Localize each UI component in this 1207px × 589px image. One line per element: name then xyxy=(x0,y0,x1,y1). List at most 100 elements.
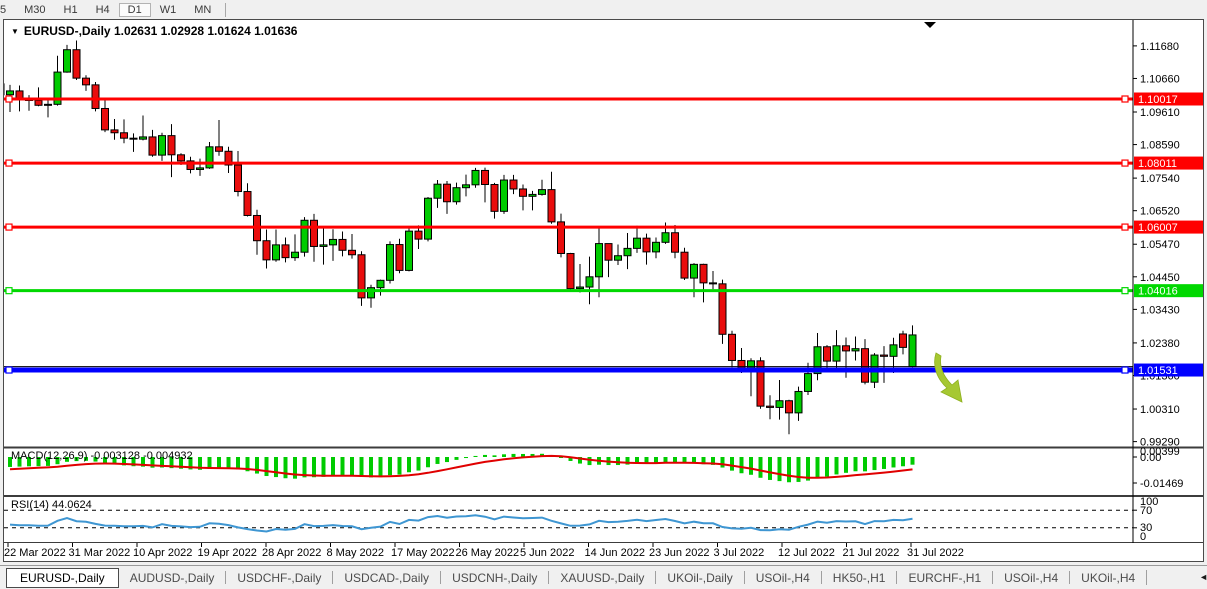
date-axis[interactable]: 22 Mar 2022 31 Mar 2022 10 Apr 2022 19 Apr … xyxy=(4,543,964,559)
hline-1.04016[interactable] xyxy=(4,287,1133,295)
tab-audusd-daily[interactable]: AUDUSD-,Daily xyxy=(129,570,215,585)
svg-text:1.10660: 1.10660 xyxy=(1140,73,1180,85)
svg-text:1.00310: 1.00310 xyxy=(1140,404,1180,416)
tab-hk50-h1[interactable]: HK50-,H1 xyxy=(832,570,886,585)
tab-xauusd-daily[interactable]: XAUUSD-,Daily xyxy=(560,570,645,585)
toolbar-separator xyxy=(225,2,227,17)
svg-text:1.05470: 1.05470 xyxy=(1140,239,1180,251)
price-axis[interactable]: 1.11680 1.10660 1.09610 1.08590 1.07540 1.065… xyxy=(1132,20,1203,543)
svg-text:1.09610: 1.09610 xyxy=(1140,107,1180,119)
price-tag-1.10017: 1.10017 xyxy=(1134,92,1203,106)
timeframe-button-H1[interactable]: H1 xyxy=(63,3,78,16)
tab-eurusd-daily[interactable]: EURUSD-,Daily xyxy=(6,567,119,588)
chart-symbol-label: EURUSD-,Daily xyxy=(23,24,111,38)
tab-usoil-h4[interactable]: USOil-,H4 xyxy=(755,570,810,585)
price-tag-1.01531: 1.01531 xyxy=(1134,363,1203,377)
svg-text:28 Apr 2022: 28 Apr 2022 xyxy=(262,547,321,559)
svg-text:23 Jun 2022: 23 Jun 2022 xyxy=(649,547,710,559)
svg-text:1.10017: 1.10017 xyxy=(1138,94,1178,106)
svg-text:1.08590: 1.08590 xyxy=(1140,140,1180,152)
svg-text:31 Jul 2022: 31 Jul 2022 xyxy=(907,547,964,559)
chart-shift-marker[interactable] xyxy=(924,22,936,28)
tabbar-separator xyxy=(1146,570,1148,585)
price-tag-1.08011: 1.08011 xyxy=(1134,156,1203,170)
sell-arrow-annotation[interactable] xyxy=(934,352,963,403)
tab-separator xyxy=(332,571,334,584)
svg-text:1.08011: 1.08011 xyxy=(1138,158,1177,170)
rsi-line xyxy=(9,514,913,533)
chart-dropdown-icon[interactable]: ▼ xyxy=(11,27,19,36)
tab-separator xyxy=(440,571,442,584)
tab-separator xyxy=(743,571,745,584)
hline-1.10017[interactable] xyxy=(4,95,1133,103)
macd-signal-line xyxy=(9,454,913,479)
svg-text:-0.01469: -0.01469 xyxy=(1140,478,1183,490)
svg-text:0.00: 0.00 xyxy=(1140,452,1161,464)
chart-canvas[interactable]: 1.11680 1.10660 1.09610 1.08590 1.07540 1.065… xyxy=(4,20,1203,561)
tab-separator xyxy=(225,571,227,584)
svg-text:10 Apr 2022: 10 Apr 2022 xyxy=(133,547,192,559)
rsi-label: RSI(14) 44.0624 xyxy=(11,499,92,511)
hline-1.08011[interactable] xyxy=(4,159,1133,167)
timeframe-toolbar: 5 M30 H1 H4 D1 W1 MN xyxy=(0,0,1207,19)
tab-usdcad-daily[interactable]: USDCAD-,Daily xyxy=(344,570,430,585)
svg-text:3 Jul 2022: 3 Jul 2022 xyxy=(714,547,765,559)
svg-text:1.07540: 1.07540 xyxy=(1140,173,1180,185)
tab-separator xyxy=(820,571,822,584)
tab-separator xyxy=(655,571,657,584)
tab-separator xyxy=(992,571,994,584)
svg-text:17 May 2022: 17 May 2022 xyxy=(391,547,455,559)
timeframe-button-W1[interactable]: W1 xyxy=(159,3,177,16)
hline-1.06007[interactable] xyxy=(4,223,1133,231)
svg-text:1.02380: 1.02380 xyxy=(1140,338,1180,350)
svg-text:0.99290: 0.99290 xyxy=(1140,437,1180,449)
svg-text:14 Jun 2022: 14 Jun 2022 xyxy=(585,547,646,559)
tab-separator xyxy=(896,571,898,584)
chart-window[interactable]: 1.11680 1.10660 1.09610 1.08590 1.07540 1.065… xyxy=(3,19,1204,562)
rsi-pane xyxy=(4,509,1133,533)
tab-usdchf-daily[interactable]: USDCHF-,Daily xyxy=(237,570,322,585)
svg-text:30: 30 xyxy=(1140,522,1152,534)
svg-text:0: 0 xyxy=(1140,531,1146,543)
chart-title: ▼ EURUSD-,Daily 1.02631 1.02928 1.01624 1… xyxy=(11,24,297,38)
tab-ukoil-daily[interactable]: UKOil-,Daily xyxy=(667,570,733,585)
hline-1.01531[interactable] xyxy=(4,366,1133,374)
svg-text:21 Jul 2022: 21 Jul 2022 xyxy=(843,547,900,559)
svg-text:1.04016: 1.04016 xyxy=(1138,286,1178,298)
chart-tabs-bar: EURUSD-,Daily AUDUSD-,Daily USDCHF-,Daily U… xyxy=(0,565,1207,589)
svg-text:1.03430: 1.03430 xyxy=(1140,304,1180,316)
price-tag-1.04016: 1.04016 xyxy=(1134,284,1203,298)
timeframe-button-M30[interactable]: M30 xyxy=(24,3,46,16)
svg-text:1.04450: 1.04450 xyxy=(1140,272,1180,284)
svg-text:0.00399: 0.00399 xyxy=(1140,446,1180,458)
svg-text:19 Apr 2022: 19 Apr 2022 xyxy=(198,547,257,559)
tab-separator xyxy=(1069,571,1071,584)
tabs-scroll-left-icon[interactable]: ◄ xyxy=(1199,572,1207,582)
tab-eurchf-h1[interactable]: EURCHF-,H1 xyxy=(908,570,982,585)
svg-text:1.01531: 1.01531 xyxy=(1138,365,1178,377)
macd-pane xyxy=(8,453,915,483)
tab-usdcnh-daily[interactable]: USDCNH-,Daily xyxy=(452,570,538,585)
svg-text:1.06007: 1.06007 xyxy=(1138,222,1178,234)
timeframe-button-5[interactable]: 5 xyxy=(0,3,7,16)
svg-text:70: 70 xyxy=(1140,505,1152,517)
timeframe-button-D1[interactable]: D1 xyxy=(118,2,151,17)
tab-separator xyxy=(548,571,550,584)
tab-usoil-h4[interactable]: USOil-,H4 xyxy=(1004,570,1059,585)
svg-text:22 Mar 2022: 22 Mar 2022 xyxy=(4,547,66,559)
svg-text:1.06520: 1.06520 xyxy=(1140,206,1180,218)
tabs-scroll-controls: ◄► xyxy=(1146,570,1207,585)
svg-text:12 Jul 2022: 12 Jul 2022 xyxy=(778,547,835,559)
chart-ohlc-values: 1.02631 1.02928 1.01624 1.01636 xyxy=(113,24,298,38)
svg-text:26 May 2022: 26 May 2022 xyxy=(456,547,520,559)
macd-label: MACD(12,26,9) -0.003128 -0.004932 xyxy=(11,450,193,462)
tab-ukoil-h4[interactable]: UKOil-,H4 xyxy=(1081,570,1136,585)
svg-text:5 Jun 2022: 5 Jun 2022 xyxy=(520,547,574,559)
timeframe-button-H4[interactable]: H4 xyxy=(95,3,110,16)
timeframe-button-MN[interactable]: MN xyxy=(194,3,212,16)
price-tag-1.06007: 1.06007 xyxy=(1134,220,1203,234)
candlestick-chart[interactable] xyxy=(4,40,1133,435)
svg-text:8 May 2022: 8 May 2022 xyxy=(327,547,384,559)
svg-text:1.11680: 1.11680 xyxy=(1140,41,1179,53)
svg-text:100: 100 xyxy=(1140,496,1158,508)
